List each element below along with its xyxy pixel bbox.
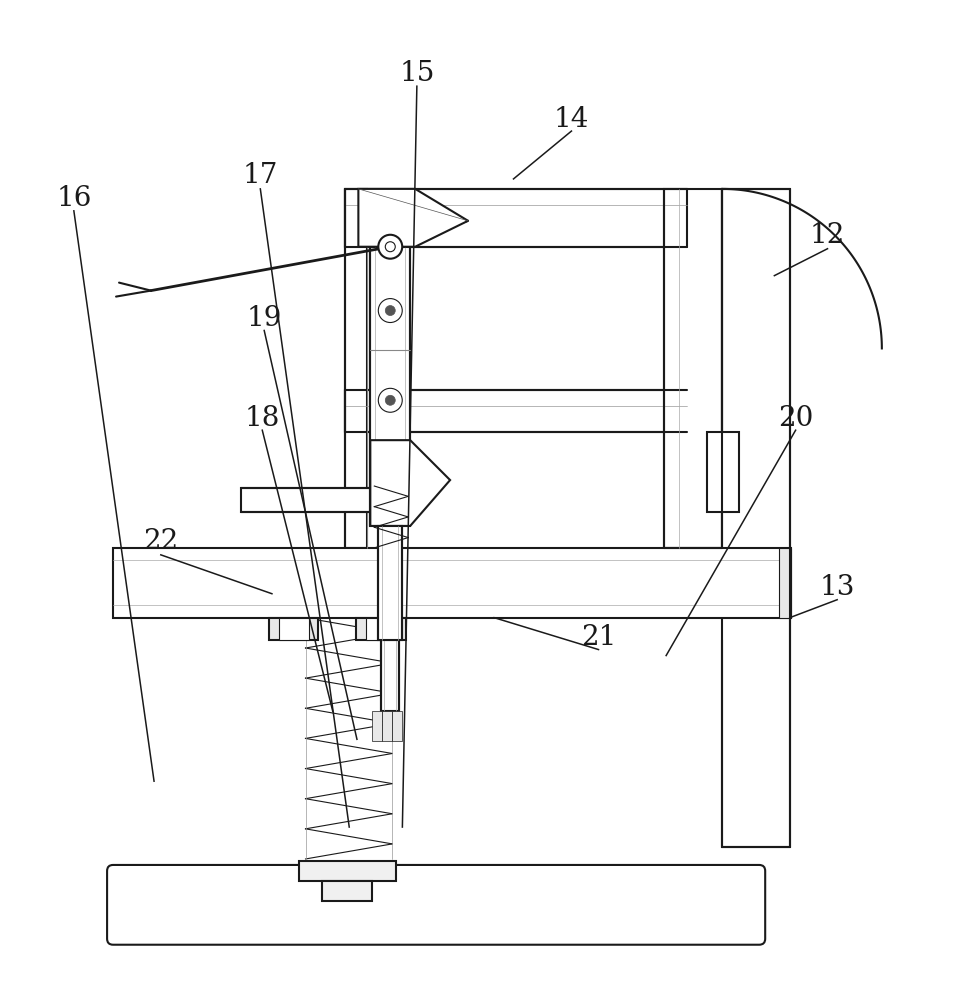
- Bar: [240, 488, 395, 512]
- Text: 13: 13: [820, 574, 855, 601]
- Bar: [722, 189, 790, 847]
- Circle shape: [378, 235, 402, 259]
- Text: 16: 16: [56, 185, 91, 212]
- Circle shape: [386, 395, 395, 405]
- Text: 17: 17: [242, 162, 278, 189]
- Text: 14: 14: [553, 106, 589, 133]
- FancyBboxPatch shape: [108, 865, 766, 945]
- Bar: [779, 548, 791, 618]
- Bar: [383, 711, 392, 741]
- Circle shape: [386, 306, 395, 316]
- Bar: [370, 247, 410, 526]
- Bar: [392, 711, 402, 741]
- Bar: [707, 432, 739, 512]
- Bar: [268, 618, 319, 640]
- Polygon shape: [359, 189, 468, 247]
- Bar: [381, 640, 399, 711]
- Circle shape: [378, 299, 402, 323]
- Text: 21: 21: [580, 624, 616, 651]
- Circle shape: [386, 242, 395, 252]
- Text: 12: 12: [810, 222, 845, 249]
- Bar: [298, 861, 396, 881]
- Text: 15: 15: [399, 60, 434, 87]
- Text: 19: 19: [246, 305, 282, 332]
- Circle shape: [378, 388, 402, 412]
- Bar: [345, 189, 687, 247]
- Bar: [345, 390, 687, 432]
- Bar: [345, 189, 367, 548]
- Bar: [279, 618, 308, 640]
- Bar: [113, 548, 791, 618]
- Bar: [378, 526, 402, 640]
- Text: 18: 18: [244, 405, 280, 432]
- Bar: [366, 618, 396, 640]
- Bar: [372, 711, 383, 741]
- Bar: [323, 881, 372, 901]
- Bar: [665, 189, 722, 548]
- Polygon shape: [370, 440, 450, 526]
- Text: 22: 22: [143, 528, 178, 555]
- Text: 20: 20: [778, 405, 813, 432]
- Bar: [357, 618, 406, 640]
